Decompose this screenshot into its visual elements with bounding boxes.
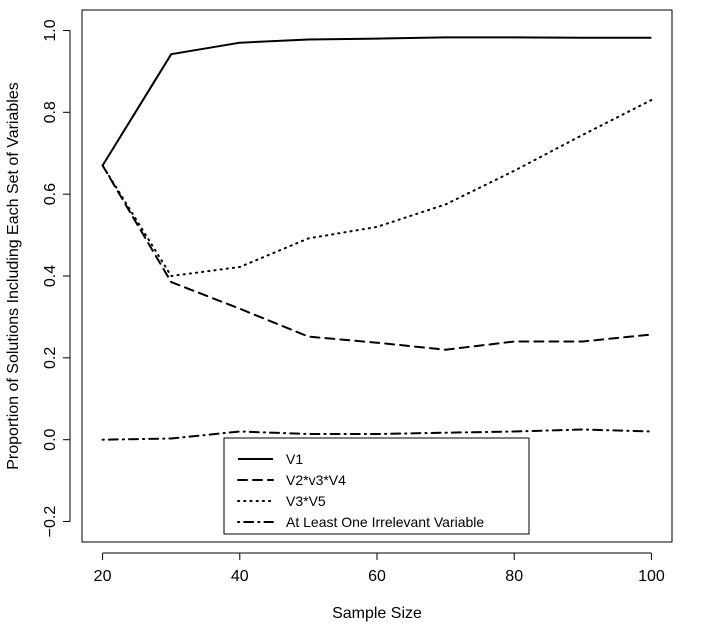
x-tick-label-60: 60	[368, 568, 386, 585]
x-tick-label-40: 40	[231, 568, 249, 585]
series-layer	[101, 36, 653, 441]
plot-area-frame	[81, 9, 673, 543]
y-axis-label: Proportion of Solutions Including Each S…	[5, 82, 22, 470]
y-tick-label-3: 0.4	[42, 265, 59, 287]
x-tick-label-20: 20	[94, 568, 112, 585]
y-tick-label-4: 0.6	[42, 183, 59, 205]
y-tick-label-1: 0.0	[42, 428, 59, 450]
series-line-2	[101, 164, 653, 351]
x-tick-label-80: 80	[505, 568, 523, 585]
y-tick-label-6: 1.0	[42, 19, 59, 41]
y-tick-label-5: 0.8	[42, 101, 59, 123]
y-axis: −0.2 0.0 0.2 0.4 0.6 0.8 1.0	[42, 19, 71, 538]
x-axis: 20 40 60 80 100	[94, 552, 665, 585]
x-axis-label: Sample Size	[332, 605, 422, 622]
series-line-4	[101, 428, 653, 441]
legend-label-2: V2*v3*V4	[286, 472, 346, 488]
series-line-1	[101, 36, 652, 167]
legend-box	[223, 437, 530, 535]
y-tick-label-0: −0.2	[42, 506, 59, 538]
y-tick-label-2: 0.2	[42, 347, 59, 369]
legend-label-4: At Least One Irrelevant Variable	[286, 514, 484, 530]
series-line-3	[101, 99, 653, 277]
legend: V1 V2*v3*V4 V3*V5 At Least One Irrelevant V…	[223, 437, 530, 535]
x-tick-label-100: 100	[638, 568, 665, 585]
legend-label-3: V3*V5	[286, 493, 326, 509]
legend-label-1: V1	[286, 451, 303, 467]
